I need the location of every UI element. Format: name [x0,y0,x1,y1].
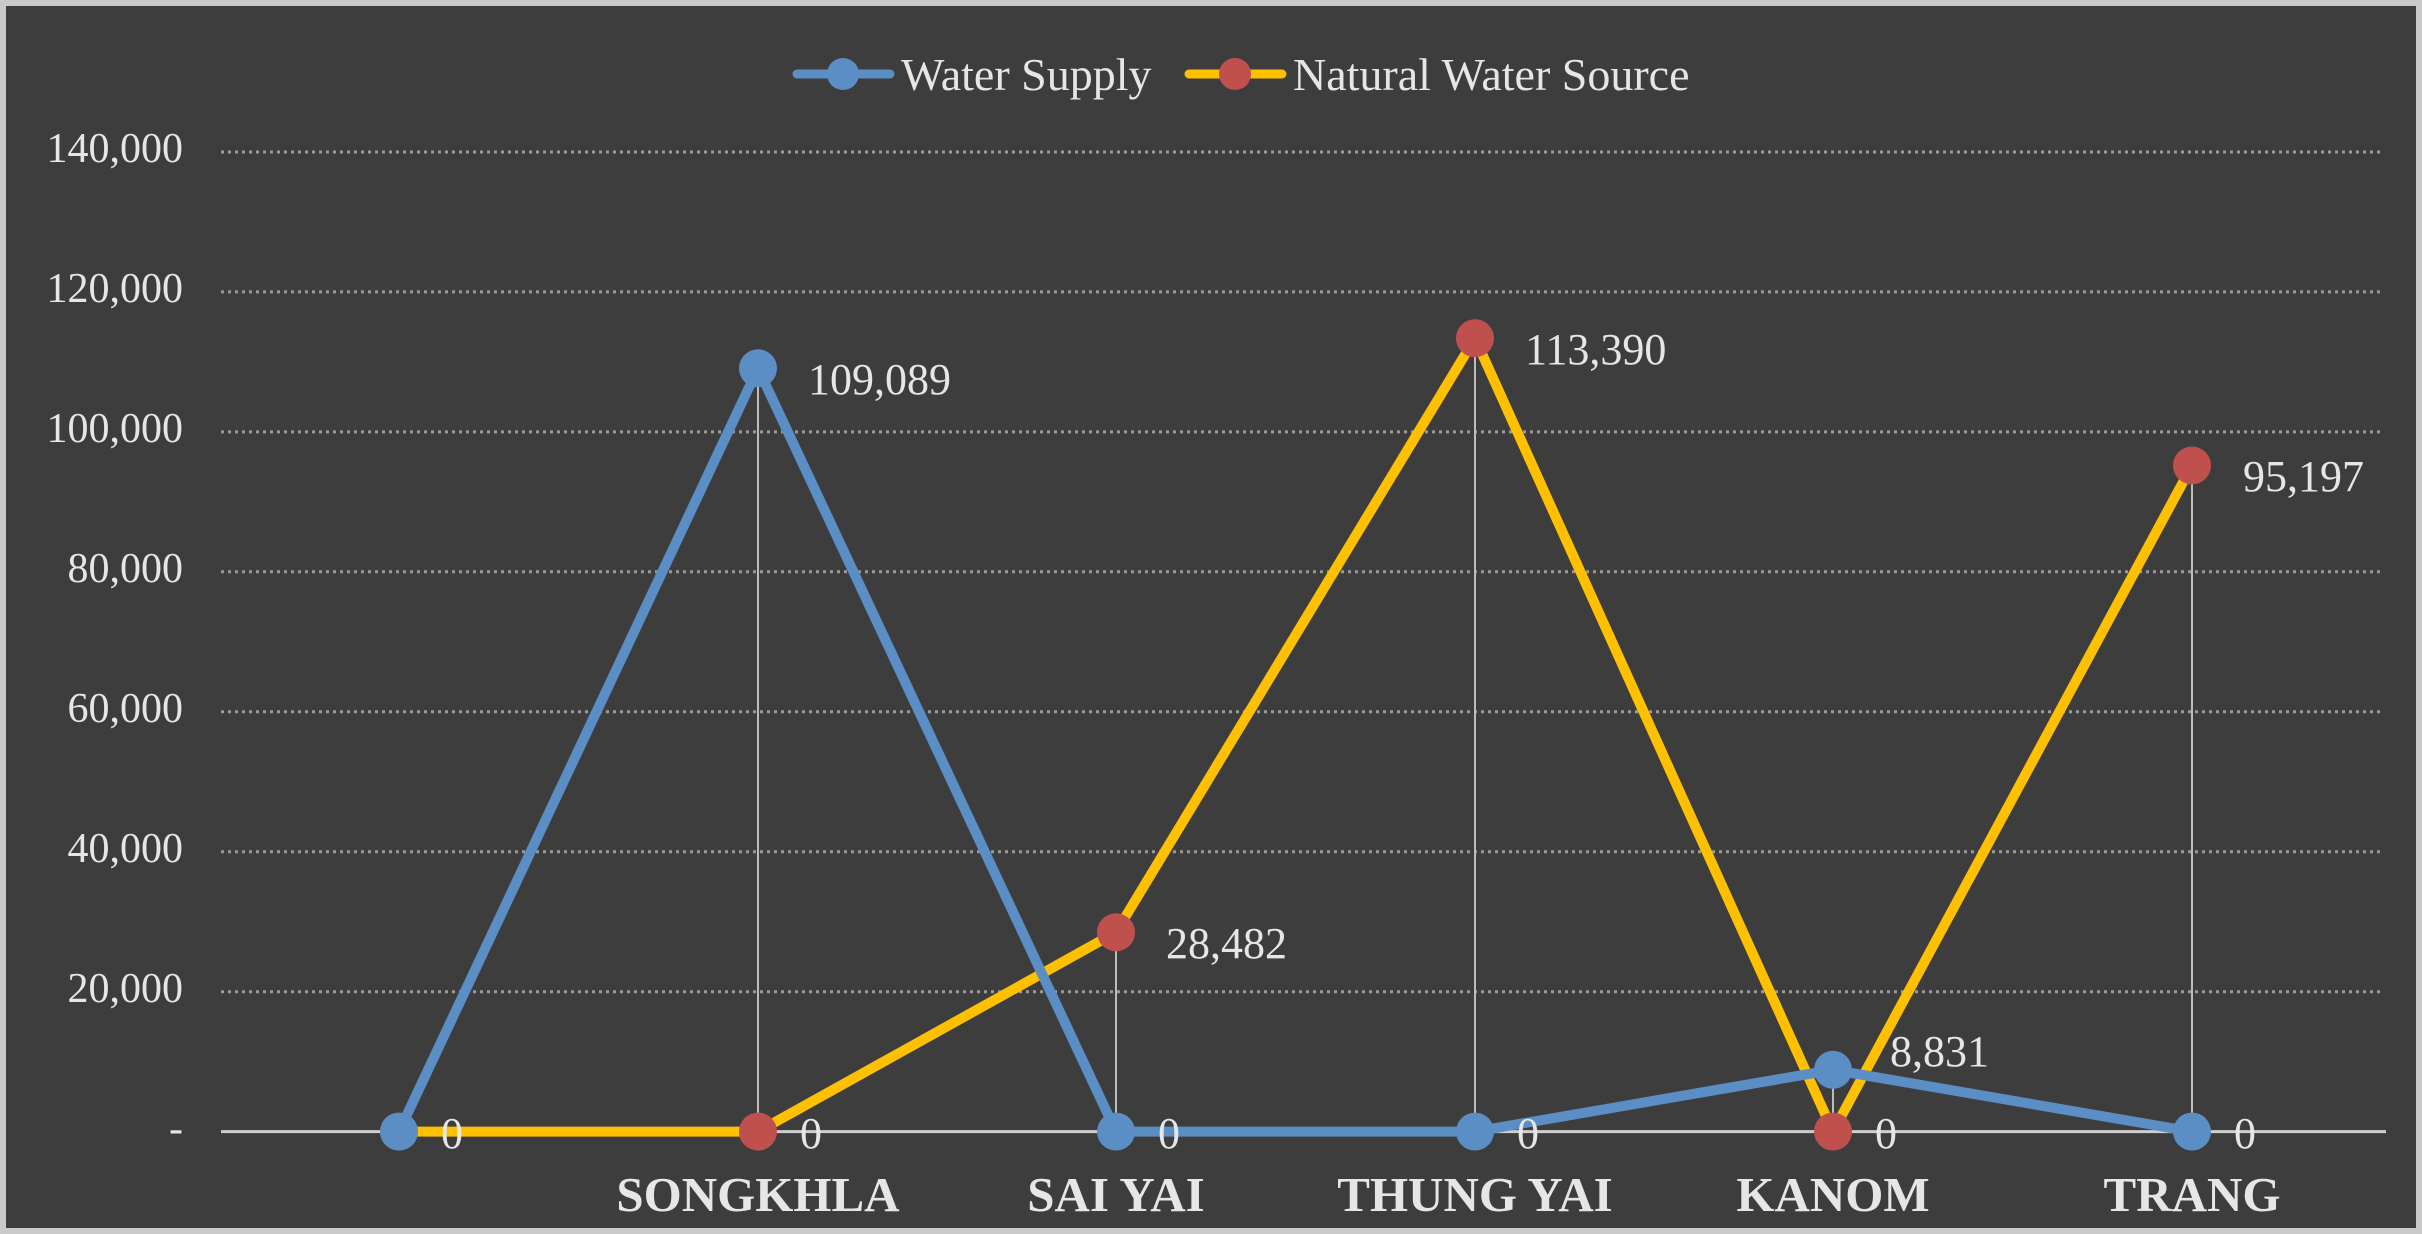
svg-text:8,831: 8,831 [1890,1027,1989,1076]
svg-text:KANOM: KANOM [1736,1167,1929,1222]
svg-text:140,000: 140,000 [47,126,184,172]
svg-text:Natural Water Source: Natural Water Source [1293,49,1690,100]
svg-text:0: 0 [2234,1109,2256,1158]
svg-text:THUNG YAI: THUNG YAI [1337,1167,1612,1222]
svg-text:-: - [169,1106,183,1152]
svg-text:20,000: 20,000 [68,966,184,1012]
svg-text:0: 0 [441,1109,463,1158]
svg-text:0: 0 [1158,1109,1180,1158]
svg-text:0: 0 [1517,1109,1539,1158]
svg-text:Water Supply: Water Supply [901,49,1152,100]
svg-text:60,000: 60,000 [68,686,184,732]
svg-text:0: 0 [800,1109,822,1158]
svg-text:SAI YAI: SAI YAI [1027,1167,1204,1222]
svg-text:95,197: 95,197 [2243,452,2364,501]
svg-text:113,390: 113,390 [1525,325,1666,374]
svg-text:109,089: 109,089 [808,355,951,404]
svg-text:28,482: 28,482 [1166,919,1287,968]
svg-text:120,000: 120,000 [47,266,184,312]
svg-text:TRANG: TRANG [2104,1167,2281,1222]
svg-text:100,000: 100,000 [47,406,184,452]
svg-text:SONGKHLA: SONGKHLA [616,1167,900,1222]
svg-text:40,000: 40,000 [68,826,184,872]
svg-text:80,000: 80,000 [68,546,184,592]
svg-text:0: 0 [1875,1109,1897,1158]
